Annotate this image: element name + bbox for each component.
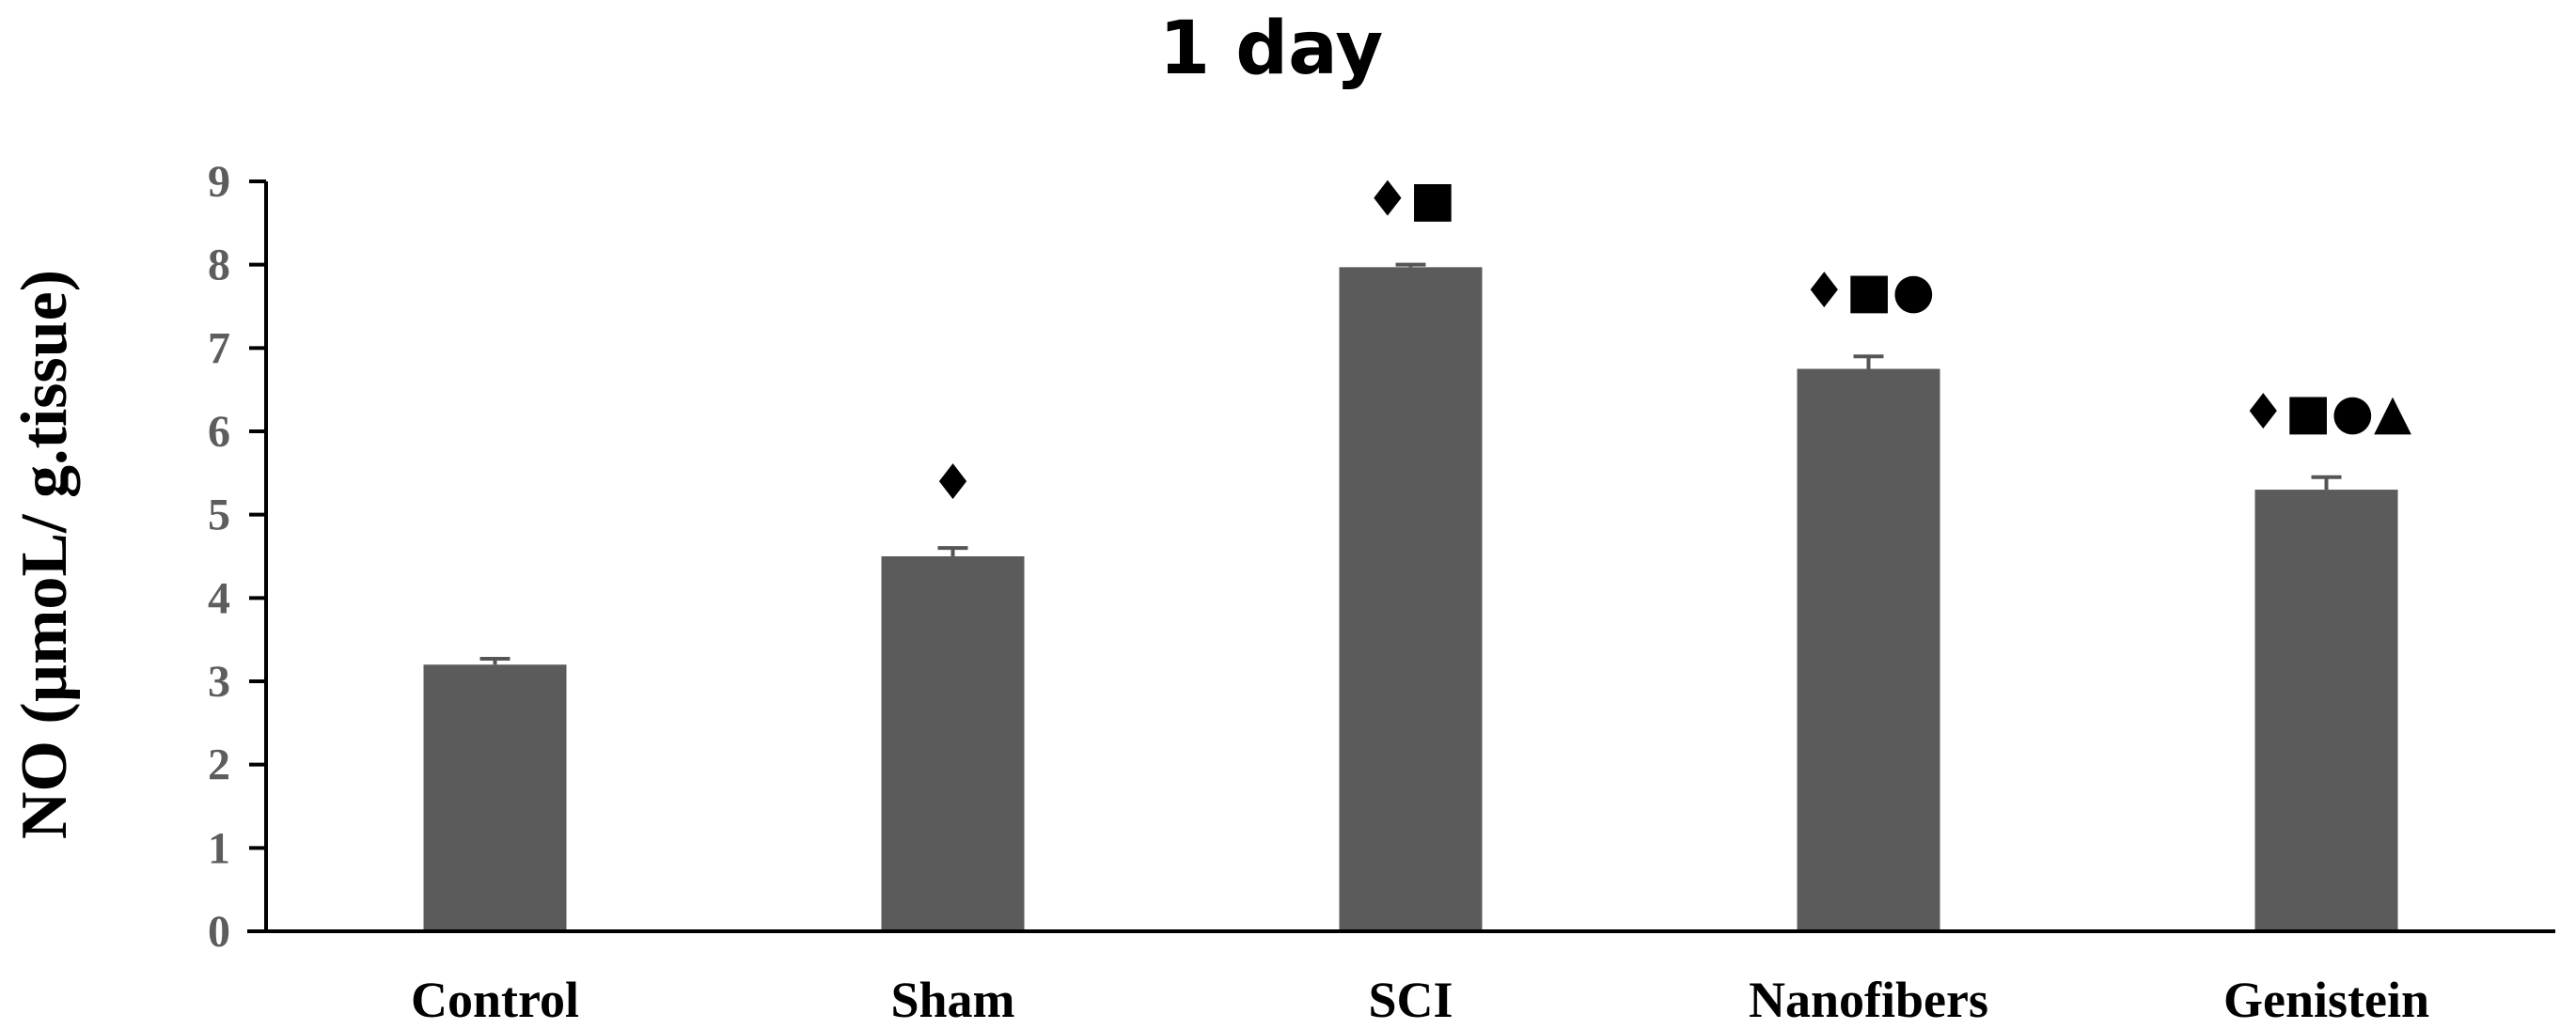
y-axis-label: NO (µmoL/ g.tissue) xyxy=(8,270,81,839)
bar xyxy=(423,664,567,931)
y-tick-label: 9 xyxy=(208,157,230,207)
y-tick-label: 2 xyxy=(208,741,230,790)
y-tick-label: 3 xyxy=(208,657,230,707)
y-tick-label: 5 xyxy=(208,491,230,540)
significance-marker: ♦ xyxy=(931,455,975,511)
y-axis-ticks: 0 1 2 3 4 5 6 7 8 9 xyxy=(208,157,266,957)
chart-title: 1 day xyxy=(1159,7,1383,91)
x-tick-label: Nanofibers xyxy=(1749,972,1988,1028)
bar xyxy=(2254,490,2398,931)
x-tick-label: SCI xyxy=(1368,972,1453,1028)
y-tick-label: 0 xyxy=(208,907,230,957)
bars-group: ♦ ♦■ ♦■● ♦■●▲ xyxy=(423,172,2411,931)
y-tick-label: 8 xyxy=(208,241,230,290)
x-tick-label: Control xyxy=(411,972,579,1028)
y-tick-label: 1 xyxy=(208,823,230,873)
bar xyxy=(1797,368,1940,931)
x-tick-label: Sham xyxy=(890,972,1014,1028)
y-tick-label: 4 xyxy=(208,573,230,623)
significance-marker: ♦■● xyxy=(1802,263,1935,320)
x-axis-ticks: Control Sham SCI Nanofibers Genistein xyxy=(411,972,2429,1028)
x-tick-label: Genistein xyxy=(2223,972,2429,1028)
bar xyxy=(881,556,1025,931)
y-tick-label: 7 xyxy=(208,323,230,373)
significance-marker: ♦■●▲ xyxy=(2241,384,2411,441)
bar xyxy=(1339,267,1483,931)
y-tick-label: 6 xyxy=(208,407,230,457)
significance-marker: ♦■ xyxy=(1366,172,1456,228)
